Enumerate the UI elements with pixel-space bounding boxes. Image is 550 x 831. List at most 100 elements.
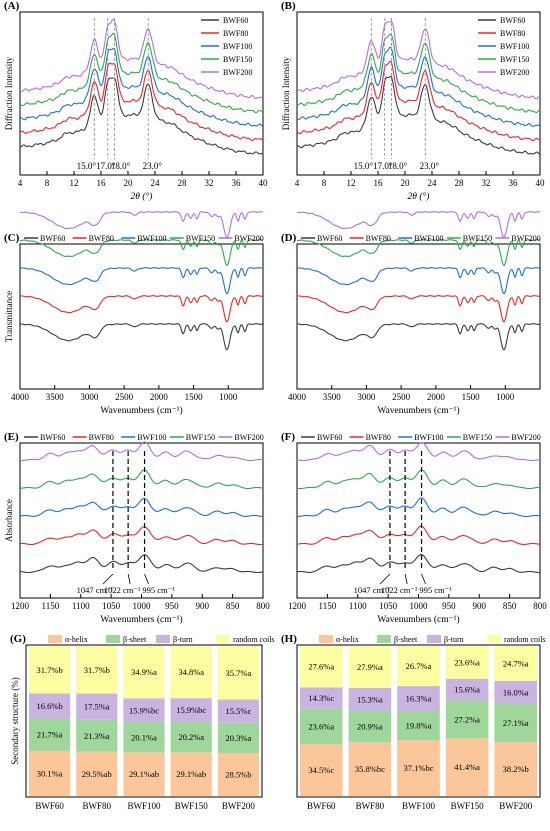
peak-label: 18.0° <box>111 161 131 171</box>
x-tick-label: BWF60 <box>35 801 64 811</box>
legend-label-bwf200: BWF200 <box>223 68 252 77</box>
x-tick-label: 1050 <box>102 601 121 611</box>
panel-f: 1200 1150 1100 1050 1000 950 900 850 800 1047 cm⁻… <box>281 431 547 625</box>
bar-segment-sheet <box>445 700 489 739</box>
legend-label-bwf200: BWF200 <box>511 234 540 243</box>
series-line-bwf80 <box>296 525 541 545</box>
panel-a: 4 8 12 16 20 24 28 32 36 40 15.0° 17.0°18.0° 23.0° BW… <box>4 0 268 202</box>
bar-segment-helix <box>300 744 343 796</box>
series-line-bwf150 <box>296 239 541 266</box>
legend-label-bwf200: BWF200 <box>234 234 263 243</box>
bar-label: 34.9%a <box>131 667 157 677</box>
legend-label-bwf60: BWF60 <box>40 234 65 243</box>
legend-label-bwf60: BWF60 <box>223 16 248 25</box>
bar-segment-turn <box>494 680 537 704</box>
bar-segment-randomcoils <box>494 646 537 681</box>
bar-segment-randomcoils <box>445 646 489 679</box>
peak-label: 17.0° <box>96 161 116 171</box>
y-axis-label: Diffraction Intensity <box>4 56 14 130</box>
x-tick-label: 850 <box>503 601 517 611</box>
legend-label-bwf80: BWF80 <box>366 433 391 442</box>
peak-label: 23.0° <box>420 161 440 171</box>
legend-label-bwf100: BWF100 <box>500 42 529 51</box>
x-tick-label: 12 <box>70 178 79 188</box>
bar-label: 21.7%a <box>37 730 63 740</box>
legend-label-bwf60: BWF60 <box>40 433 65 442</box>
bar-label: 27.1%a <box>503 718 529 728</box>
legend-label-bwf80: BWF80 <box>223 29 248 38</box>
bar-label: 15.5%c <box>226 706 252 716</box>
bar-label: 29.1%ab <box>129 769 159 779</box>
bar-segment-helix <box>445 738 489 796</box>
bar-segment-randomcoils <box>300 646 343 688</box>
series-line-bwf100 <box>19 497 263 518</box>
x-tick-label: 8 <box>322 178 327 188</box>
bar-segment-turn <box>348 687 392 711</box>
x-axis-label: Wavenumbers (cm⁻¹) <box>100 614 182 625</box>
bar-segment-randomcoils <box>29 646 71 694</box>
x-tick-label: 36 <box>509 178 519 188</box>
series-line-bwf200 <box>19 18 264 100</box>
x-tick-label: 4 <box>18 178 23 188</box>
x-tick-label: 4000 <box>288 392 307 402</box>
x-tick-label: 1000 <box>219 392 238 402</box>
plot-frame <box>25 644 263 798</box>
peak-label: 15.0° <box>77 161 97 171</box>
bar-segment-sheet <box>123 722 165 753</box>
legend-label: β-sheet <box>394 635 418 644</box>
peak-label: 23.0° <box>143 161 163 171</box>
legend-swatch <box>48 635 62 643</box>
plot-frame <box>296 644 541 798</box>
x-tick-label: 950 <box>442 601 456 611</box>
panel-label: (B) <box>281 0 296 12</box>
panel-label: (A) <box>4 0 20 12</box>
bar-label: 15.3%a <box>357 694 383 704</box>
panel-label: (G) <box>10 633 26 645</box>
series-line-bwf200 <box>19 441 264 462</box>
x-tick-label: 1200 <box>288 601 307 611</box>
x-tick-label: 900 <box>473 601 487 611</box>
legend-label-bwf100: BWF100 <box>414 234 443 243</box>
bar-segment-randomcoils <box>123 646 165 699</box>
panel-label: (H) <box>281 633 297 645</box>
bar-label: 27.6%a <box>308 662 334 672</box>
series-line-bwf100 <box>297 497 541 518</box>
series-line-bwf80 <box>296 60 540 142</box>
x-tick-label: BWF150 <box>175 801 209 811</box>
band-label: 995 cm⁻¹ <box>142 585 175 595</box>
series-line-bwf150 <box>296 33 541 114</box>
band-arrow <box>404 573 408 585</box>
bar-label: 38.2%b <box>503 764 529 774</box>
x-tick-label: 40 <box>536 178 546 188</box>
legend-label-bwf150: BWF150 <box>186 433 215 442</box>
legend-label: β-turn <box>173 635 193 644</box>
legend-label: α-helix <box>336 635 359 644</box>
bar-segment-helix <box>29 750 71 796</box>
bar-segment-helix <box>397 740 440 796</box>
bar-segment-turn <box>397 686 440 711</box>
bar-label: 34.5%c <box>308 765 334 775</box>
x-tick-label: 1500 <box>462 392 481 402</box>
x-tick-label: 24 <box>151 178 161 188</box>
x-tick-label: 3000 <box>357 392 376 402</box>
x-tick-label: 800 <box>256 601 270 611</box>
x-tick-label: 16 <box>374 178 384 188</box>
plot-frame <box>19 442 264 599</box>
band-label: 1022 cm⁻¹ <box>381 585 418 595</box>
bar-segment-randomcoils <box>348 646 392 688</box>
bar-segment-helix <box>170 752 212 796</box>
band-arrow <box>144 573 149 585</box>
panel-c: 4000 3500 3000 2500 2000 1500 1000 BWF60 BWF80 BW… <box>4 211 264 416</box>
x-tick-label: 2500 <box>392 392 411 402</box>
y-axis-label: Absorbance <box>4 499 14 542</box>
x-tick-label: 20 <box>124 178 134 188</box>
legend-label: β-turn <box>444 635 464 644</box>
panel-label: (E) <box>4 431 19 443</box>
bar-label: 35.8%bc <box>355 764 385 774</box>
x-tick-label: 36 <box>232 178 242 188</box>
bar-label: 14.3%c <box>308 693 334 703</box>
bar-segment-turn <box>300 687 343 709</box>
panel-d: 4000 3500 3000 2500 2000 1500 1000 BWF60 BWF80 BW… <box>281 211 541 416</box>
legend-label-bwf100: BWF100 <box>414 433 443 442</box>
